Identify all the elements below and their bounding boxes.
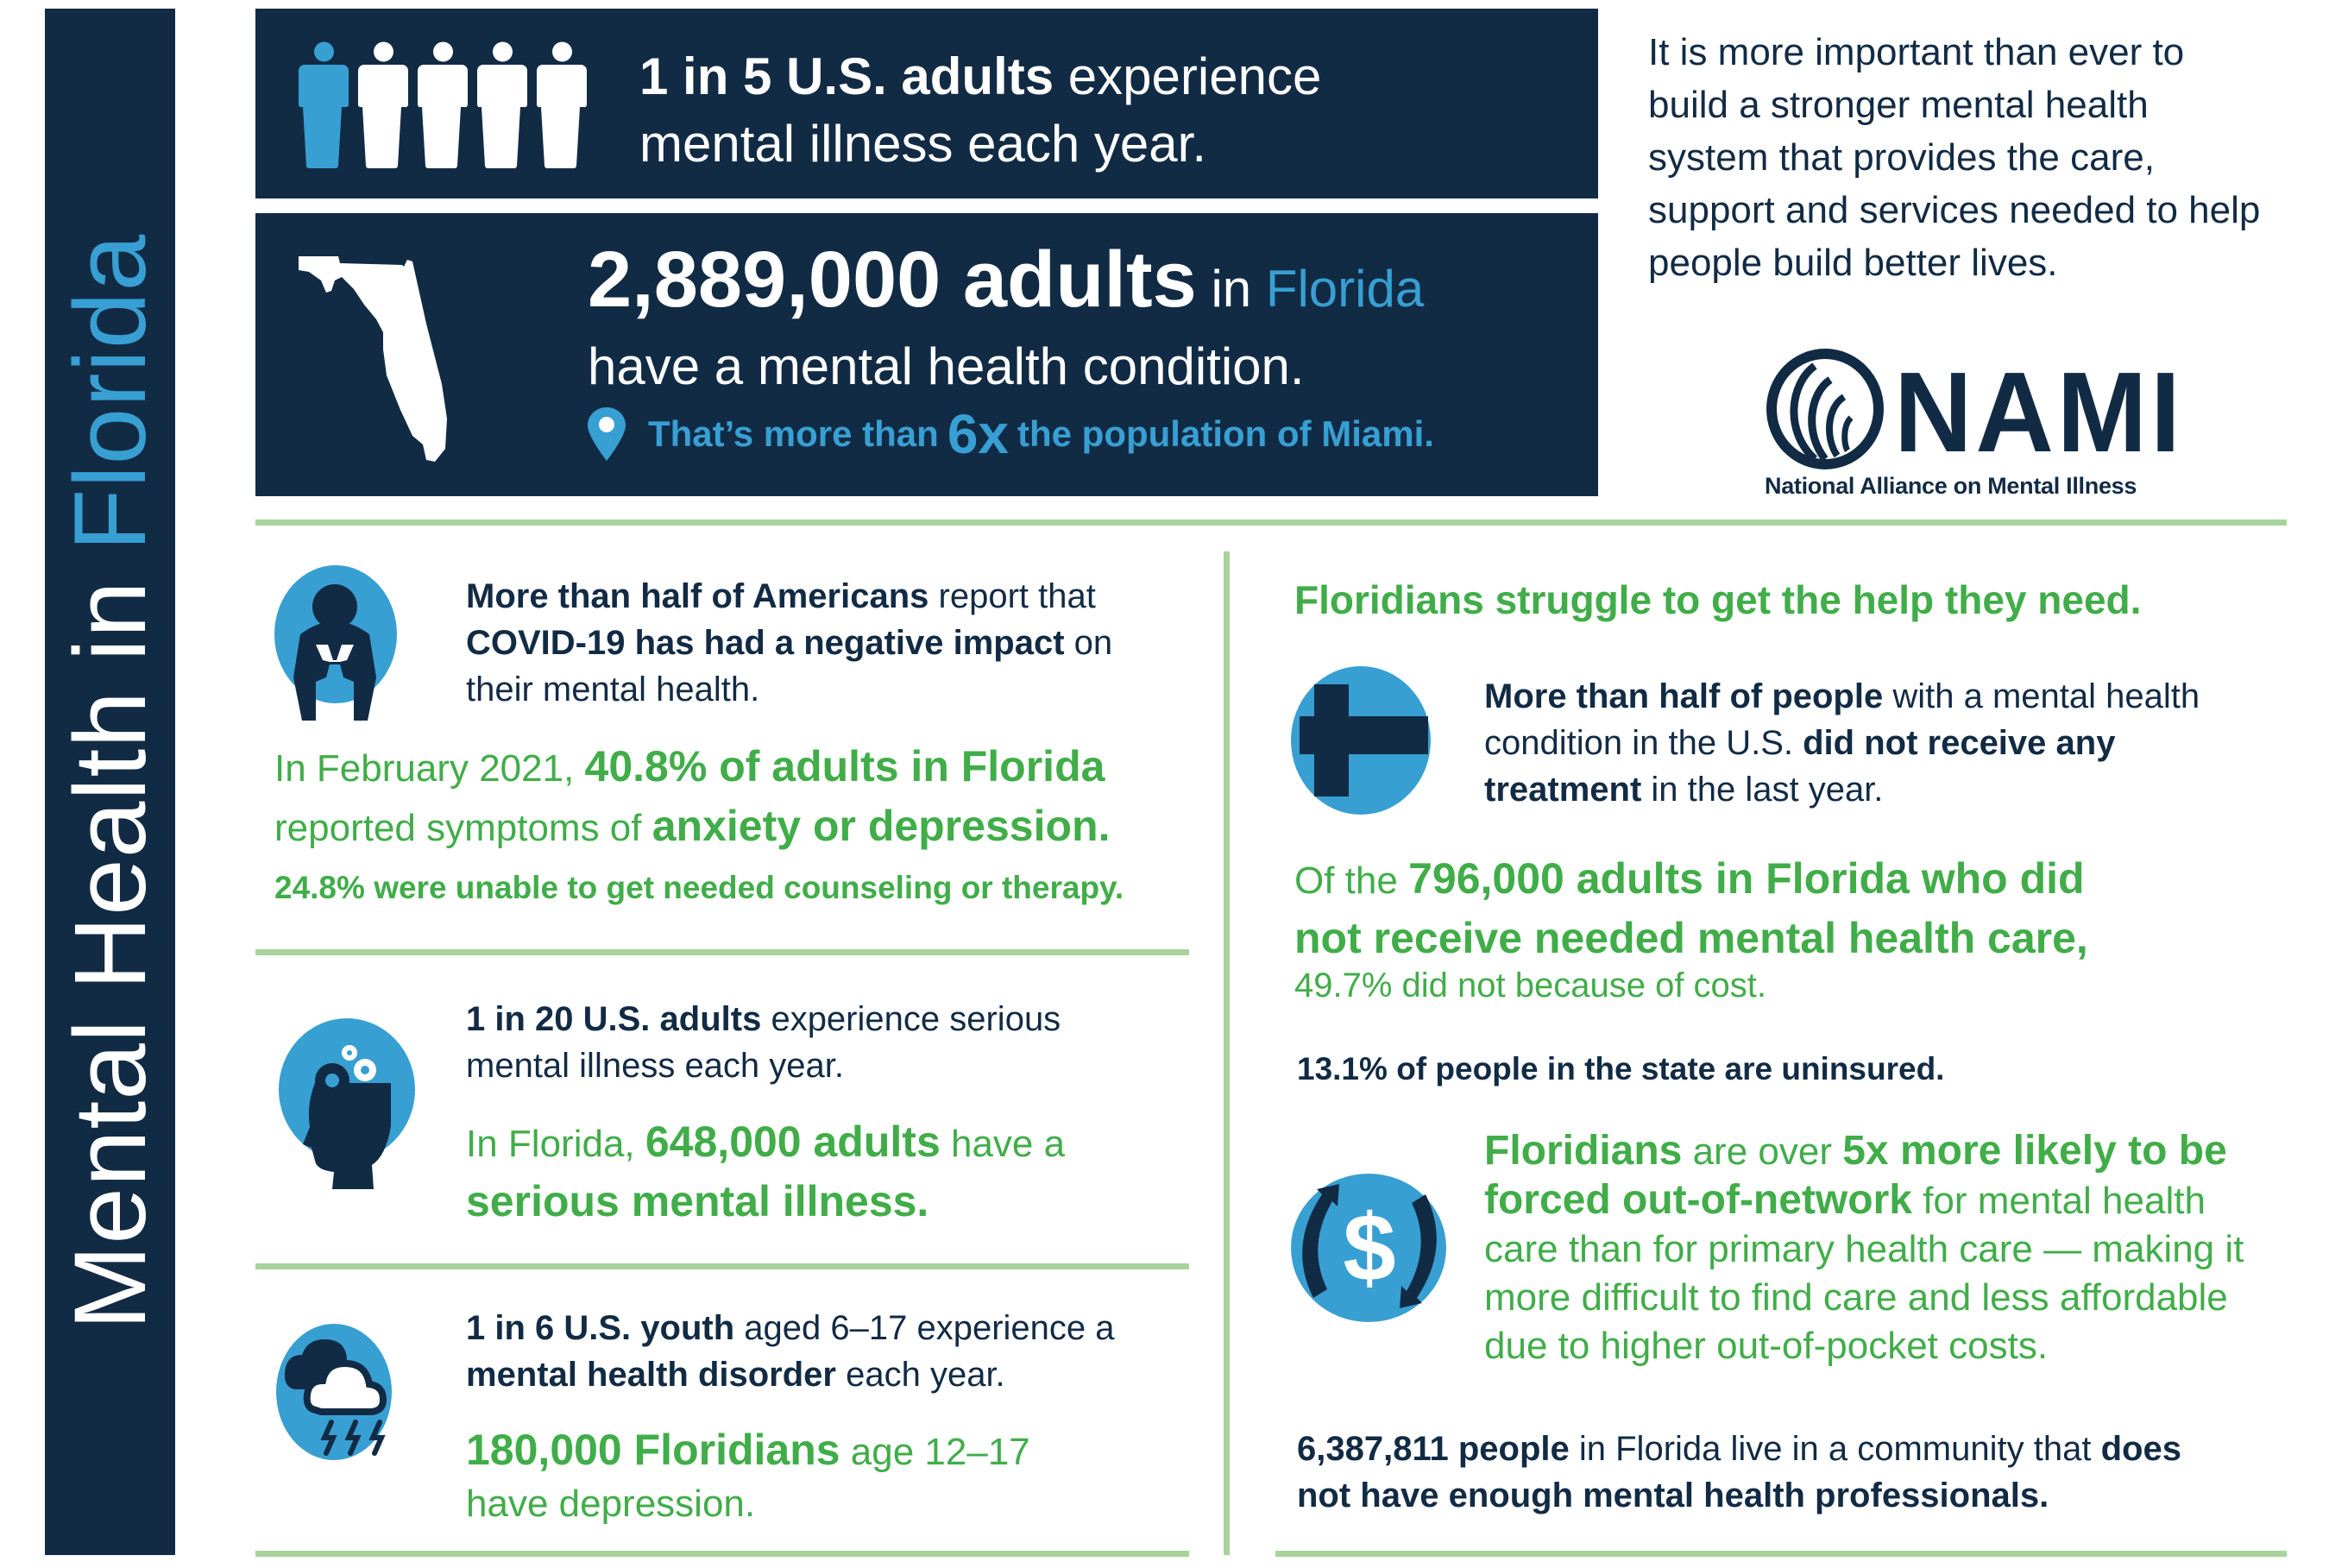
cost-stat: 49.7% did not because of cost. (1294, 967, 1767, 1004)
divider-left-2 (255, 1263, 1189, 1269)
stat-banner-florida-count: 2,889,000 adults in Florida have a menta… (255, 213, 1598, 496)
storm-cloud-icon (276, 1324, 392, 1460)
bold-text: 1 in 20 U.S. adults (466, 1000, 762, 1038)
location-pin-icon (588, 407, 626, 461)
bold-text: COVID-19 has had a negative impact (466, 624, 1065, 662)
medical-cross-icon (1291, 666, 1431, 815)
divider-vertical (1224, 551, 1230, 1555)
florida-count-bold: 2,889,000 adults (588, 236, 1197, 324)
distressed-person-glyph (293, 584, 376, 721)
title-state: Florida (53, 233, 167, 551)
smi-florida-stat: In Florida, 648,000 adults have a seriou… (466, 1113, 1191, 1232)
body-text: Of the (1294, 860, 1409, 902)
youth-florida-stat: 180,000 Floridians age 12–17 have depres… (466, 1424, 1087, 1530)
bold-text: More than half of people (1484, 677, 1884, 715)
people-icon (299, 41, 588, 169)
divider-horizontal-top (255, 520, 2287, 526)
distressed-person-icon (274, 565, 397, 721)
covid-impact-text: More than half of Americans report that … (466, 573, 1156, 713)
nami-wordmark: NAMI (1894, 349, 2184, 475)
body-text: experience serious mental illness each y… (466, 1000, 1061, 1085)
divider-right-bottom (1275, 1551, 2287, 1557)
no-treatment-text: More than half of people with a mental h… (1484, 673, 2244, 813)
unmet-care-stat: Of the 796,000 adults in Florida who did… (1294, 850, 2157, 969)
uninsured-stat: 13.1% of people in the state are uninsur… (1297, 1051, 1945, 1086)
person-icon (537, 41, 588, 168)
body-text: in the last year. (1641, 771, 1884, 809)
nami-logo: NAMI National Alliance on Mental Illness (1765, 345, 2181, 501)
bold-text: does not have enough mental health profe… (1297, 1430, 2181, 1514)
sidebar-title-banner: Mental Health in Florida (45, 9, 175, 1555)
workforce-shortage-stat: 6,387,811 people in Florida live in a co… (1297, 1426, 2212, 1519)
stat-text: experience (1054, 47, 1322, 105)
bold-text: 1 in 6 U.S. youth (466, 1309, 735, 1347)
bold-text: serious mental illness. (466, 1177, 929, 1225)
body-text: In Florida, (466, 1123, 645, 1165)
comparison-text: That’s more than (648, 413, 939, 454)
bold-text: Floridians (1484, 1128, 1683, 1174)
stat-text-line2: mental illness each year. (639, 115, 1207, 173)
body-text: each year. (835, 1356, 1005, 1394)
body-text: for mental health care than for primary … (1484, 1180, 2244, 1367)
connector-text: in (1196, 260, 1266, 318)
stat-bold: 1 in 5 U.S. adults (639, 47, 1054, 105)
florida-map-icon (299, 256, 447, 462)
smi-us-text: 1 in 20 U.S. adults experience serious m… (466, 996, 1156, 1089)
bold-text: 5x more likely to be forced out-of-netwo… (1484, 1128, 2227, 1223)
stat-florida-text: 2,889,000 adults in Florida have a menta… (588, 232, 1434, 464)
body-text: have a (940, 1123, 1066, 1165)
body-text: aged 6–17 experience a (734, 1309, 1115, 1347)
medical-cross-glyph (1300, 684, 1428, 797)
bold-text: 648,000 adults (645, 1118, 941, 1166)
dollar-cycle-glyph: $ (1302, 1184, 1437, 1308)
body-text: age 12–17 have depression. (466, 1431, 1030, 1525)
bold-text: 6,387,811 people (1297, 1430, 1570, 1468)
divider-left-bottom (255, 1551, 1189, 1557)
dollar-cycle-icon: $ (1291, 1174, 1446, 1322)
bold-text: 796,000 adults in Florida who did not re… (1294, 854, 2088, 962)
youth-us-text: 1 in 6 U.S. youth aged 6–17 experience a… (466, 1305, 1174, 1398)
stat-1-in-5-text: 1 in 5 U.S. adults experience mental ill… (639, 43, 1321, 178)
nami-subtitle: National Alliance on Mental Illness (1765, 473, 2137, 499)
head-gears-glyph (303, 1045, 391, 1189)
storm-cloud-glyph (285, 1339, 387, 1456)
body-text: on their mental health. (466, 624, 1113, 708)
bold-text: More than half of Americans (466, 577, 929, 615)
right-column-heading: Floridians struggle to get the help they… (1294, 577, 2142, 622)
person-icon (358, 41, 409, 168)
intro-paragraph: It is more important than ever to build … (1648, 31, 2261, 284)
florida-anxiety-stat: In February 2021, 40.8% of adults in Flo… (274, 738, 1206, 857)
svg-text:$: $ (1343, 1195, 1395, 1301)
body-text: reported symptoms of (274, 807, 652, 849)
florida-condition-text: have a mental health condition. (588, 337, 1305, 395)
bold-text: anxiety or depression. (651, 802, 1111, 850)
nami-emblem-icon (1766, 349, 1884, 469)
bold-text: mental health disorder (466, 1356, 836, 1394)
page-title: Mental Health in Florida (52, 234, 169, 1330)
title-text: Mental Health in (53, 551, 167, 1331)
body-text: In February 2021, (274, 747, 585, 790)
person-icon (418, 41, 469, 168)
body-text: report that (928, 577, 1096, 615)
divider-left-1 (255, 949, 1189, 955)
head-gears-icon (279, 1018, 415, 1189)
comparison-text: the population of Miami. (1017, 413, 1434, 454)
body-text: are over (1682, 1130, 1843, 1173)
bold-text: 180,000 Floridians (466, 1426, 840, 1474)
miami-comparison: That’s more than 6x the population of Miam… (588, 404, 1434, 464)
stat-banner-1-in-5: 1 in 5 U.S. adults experience mental ill… (255, 9, 1598, 198)
person-icon-highlighted (299, 41, 349, 168)
person-icon (477, 41, 528, 168)
body-text: in Florida live in a community that (1569, 1430, 2101, 1468)
out-of-network-stat: Floridians are over 5x more likely to be… (1484, 1127, 2287, 1370)
bold-text: 40.8% of adults in Florida (584, 742, 1105, 790)
bold-text: did not receive any treatment (1484, 724, 2116, 809)
comparison-multiplier: 6x (947, 403, 1010, 465)
counseling-stat: 24.8% were unable to get needed counseli… (274, 870, 1124, 905)
body-text: with a mental health condition in the U.… (1484, 677, 2200, 762)
state-name: Florida (1265, 260, 1425, 318)
